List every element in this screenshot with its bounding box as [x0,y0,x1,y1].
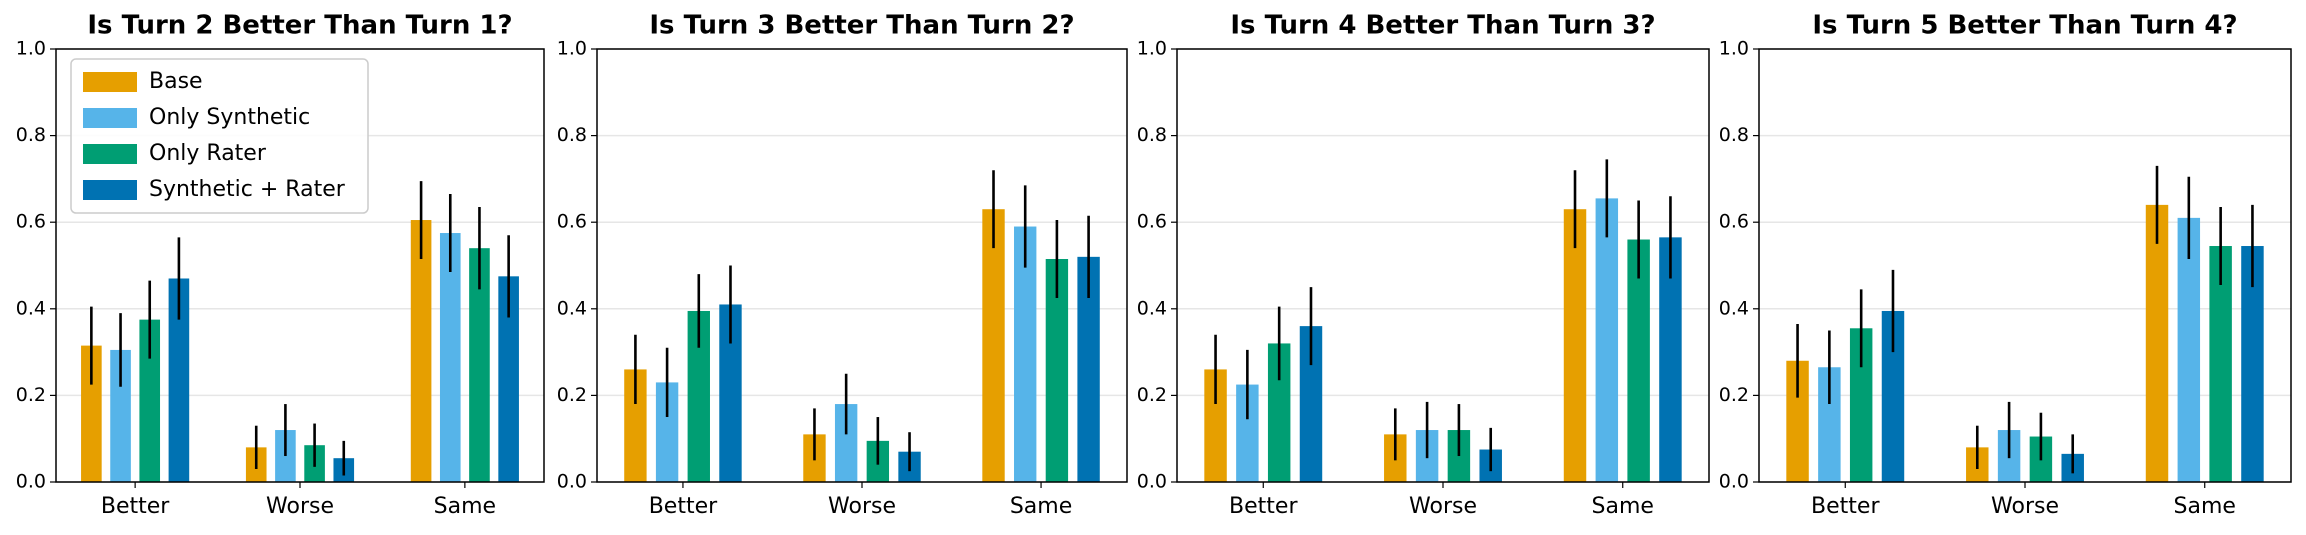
x-tick-label: Worse [1991,494,2059,519]
bar [1786,360,1809,482]
y-tick-label: 0.8 [557,124,587,146]
y-tick-label: 0.2 [1719,384,1749,406]
chart-panel: Is Turn 5 Better Than Turn 4? 0.0 0.2 0.4 0.… [1719,11,2292,519]
y-tick-label: 0.6 [557,211,587,233]
y-tick-label: 0.0 [1719,471,1749,493]
bar [1014,226,1037,482]
chart-panel: Is Turn 4 Better Than Turn 3? 0.0 0.2 0.4 0.… [1137,11,1710,519]
bar [655,382,679,482]
x-tick-label: Same [2174,494,2236,519]
x-tick-label: Same [434,494,496,519]
y-tick-label: 0.2 [557,384,587,406]
bar [2241,246,2264,482]
x-tick-label: Same [1592,494,1654,519]
legend-label: Only Rater [149,141,267,166]
chart-panel: Is Turn 2 Better Than Turn 1? 0.0 0.2 0.4 0.… [16,11,545,519]
bar [1881,310,1905,482]
y-tick-label: 0.4 [1719,297,1749,319]
x-tick-label: Worse [1409,494,1477,519]
y-tick-label: 1.0 [1719,38,1749,60]
bar [1299,326,1323,482]
y-tick-label: 0.4 [1137,297,1167,319]
y-tick-label: 0.2 [1137,384,1167,406]
legend-swatch [83,144,137,164]
y-tick-label: 1.0 [16,38,46,60]
bar [139,319,161,482]
chart-title: Is Turn 5 Better Than Turn 4? [1812,11,2237,41]
bar [1849,328,1873,482]
bar [110,349,131,482]
legend-swatch [83,108,137,128]
bar [719,304,742,482]
legend-swatch [83,180,137,200]
axes-frame [55,48,545,483]
y-tick-label: 0.6 [1137,211,1167,233]
bar [498,276,519,482]
bar [1627,239,1650,482]
legend-swatch [83,72,137,92]
y-tick-label: 0.4 [557,297,587,319]
x-tick-label: Worse [828,494,896,519]
y-tick-label: 0.0 [16,471,46,493]
chart-panel: Is Turn 3 Better Than Turn 2? 0.0 0.2 0.4 0.… [557,11,1128,519]
bar [834,404,858,482]
bar [1447,430,1471,482]
bar [2177,217,2201,482]
bar [168,278,190,482]
bar [81,345,102,482]
legend: Base Only Synthetic Only Rater Synthetic + … [70,58,369,214]
chart-title: Is Turn 2 Better Than Turn 1? [87,11,512,41]
bar [1077,256,1100,482]
chart-title: Is Turn 4 Better Than Turn 3? [1230,11,1655,41]
x-tick-label: Better [101,494,170,519]
chart-title: Is Turn 3 Better Than Turn 2? [649,11,1074,41]
bar [1267,343,1291,482]
bar [982,209,1005,482]
x-tick-label: Better [1229,494,1298,519]
bar [469,248,490,482]
y-tick-label: 0.0 [557,471,587,493]
bar [624,369,647,482]
y-tick-label: 1.0 [1137,38,1167,60]
legend-label: Synthetic + Rater [149,177,346,202]
bar [1595,198,1619,482]
x-tick-label: Same [1010,494,1072,519]
bar [687,310,710,482]
y-tick-label: 0.2 [16,384,46,406]
y-tick-label: 0.8 [1719,124,1749,146]
axes-frame [1176,48,1710,483]
bar [1818,367,1841,482]
bar [410,220,432,482]
y-tick-label: 0.8 [16,124,46,146]
bar [439,233,461,482]
bar [1236,384,1259,482]
y-tick-label: 0.4 [16,297,46,319]
bar [1563,209,1587,482]
axes-frame [1758,48,2292,483]
x-tick-label: Better [649,494,718,519]
bar [1045,259,1069,482]
y-tick-label: 0.6 [1719,211,1749,233]
bar [1659,237,1682,482]
legend-label: Only Synthetic [149,105,310,130]
bar [2209,246,2232,482]
y-tick-label: 0.8 [1137,124,1167,146]
axes-frame [596,48,1128,483]
legend-box [70,58,369,214]
legend-label: Base [149,69,203,94]
bar [1204,369,1227,482]
bar [2145,204,2169,482]
bar [275,430,296,482]
y-tick-label: 0.6 [16,211,46,233]
y-tick-label: 0.0 [1137,471,1167,493]
x-tick-label: Worse [266,494,334,519]
y-tick-label: 1.0 [557,38,587,60]
x-tick-label: Better [1811,494,1880,519]
